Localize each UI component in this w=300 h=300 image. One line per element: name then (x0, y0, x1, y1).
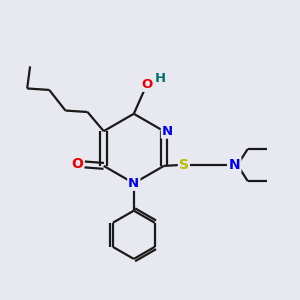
Text: N: N (162, 125, 173, 138)
Text: N: N (229, 158, 240, 172)
Text: S: S (179, 158, 189, 172)
Text: H: H (155, 72, 166, 85)
Text: O: O (141, 78, 153, 91)
Text: O: O (71, 158, 83, 171)
Text: N: N (128, 177, 140, 190)
